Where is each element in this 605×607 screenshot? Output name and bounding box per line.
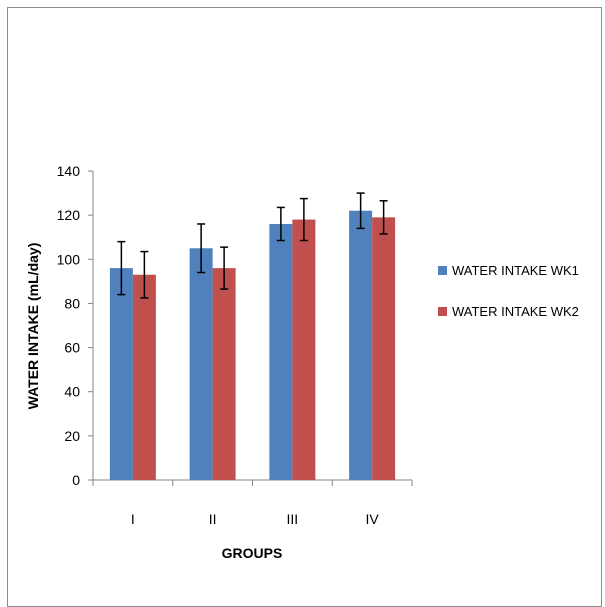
bar-wk2-group-iii [292, 219, 316, 481]
y-tick-label: 140 [57, 163, 81, 179]
legend-item-wk2: WATER INTAKE WK2 [438, 304, 579, 319]
bar-wk1-group-iii [269, 223, 293, 480]
legend-label-wk1: WATER INTAKE WK1 [452, 263, 579, 278]
y-tick-label: 120 [57, 207, 81, 223]
bar-series [109, 210, 396, 481]
bar-wk2-group-iv [372, 217, 396, 480]
y-tick-label: 100 [57, 251, 81, 267]
error-bars [117, 192, 388, 299]
y-tick-label: 20 [64, 428, 80, 444]
y-tick-label: 80 [64, 295, 80, 311]
legend-swatch-wk1 [438, 266, 447, 275]
y-axis-ticks: 0 20 40 60 80 100 120 140 [57, 163, 93, 488]
legend-swatch-wk2 [438, 307, 447, 316]
bar-wk2-group-i [132, 274, 156, 480]
x-tick-label: II [209, 511, 217, 527]
y-tick-label: 0 [72, 472, 80, 488]
x-axis-ticks: I II III IV [92, 480, 413, 527]
x-tick-label: I [131, 511, 135, 527]
bar-wk1-group-ii [189, 248, 213, 480]
legend: WATER INTAKE WK1 WATER INTAKE WK2 [438, 263, 579, 319]
y-axis-title: WATER INTAKE (mL/day) [25, 243, 41, 410]
y-tick-label: 60 [64, 340, 80, 356]
bar-wk1-group-i [109, 268, 133, 480]
y-tick-label: 40 [64, 384, 80, 400]
legend-item-wk1: WATER INTAKE WK1 [438, 263, 579, 278]
bar-wk1-group-iv [349, 210, 373, 480]
x-axis-title: GROUPS [222, 545, 283, 561]
x-tick-label: IV [366, 511, 380, 527]
bar-wk2-group-ii [212, 268, 236, 480]
x-tick-label: III [287, 511, 299, 527]
legend-label-wk2: WATER INTAKE WK2 [452, 304, 579, 319]
